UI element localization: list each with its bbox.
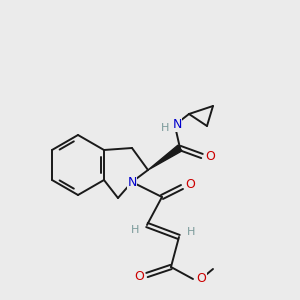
Text: N: N — [127, 176, 137, 188]
Polygon shape — [148, 145, 182, 170]
Text: H: H — [131, 225, 139, 235]
Text: O: O — [196, 272, 206, 286]
Text: H: H — [161, 123, 169, 133]
Text: N: N — [172, 118, 182, 131]
Text: O: O — [185, 178, 195, 191]
Text: O: O — [205, 149, 215, 163]
Text: O: O — [134, 271, 144, 284]
Text: H: H — [187, 227, 195, 237]
